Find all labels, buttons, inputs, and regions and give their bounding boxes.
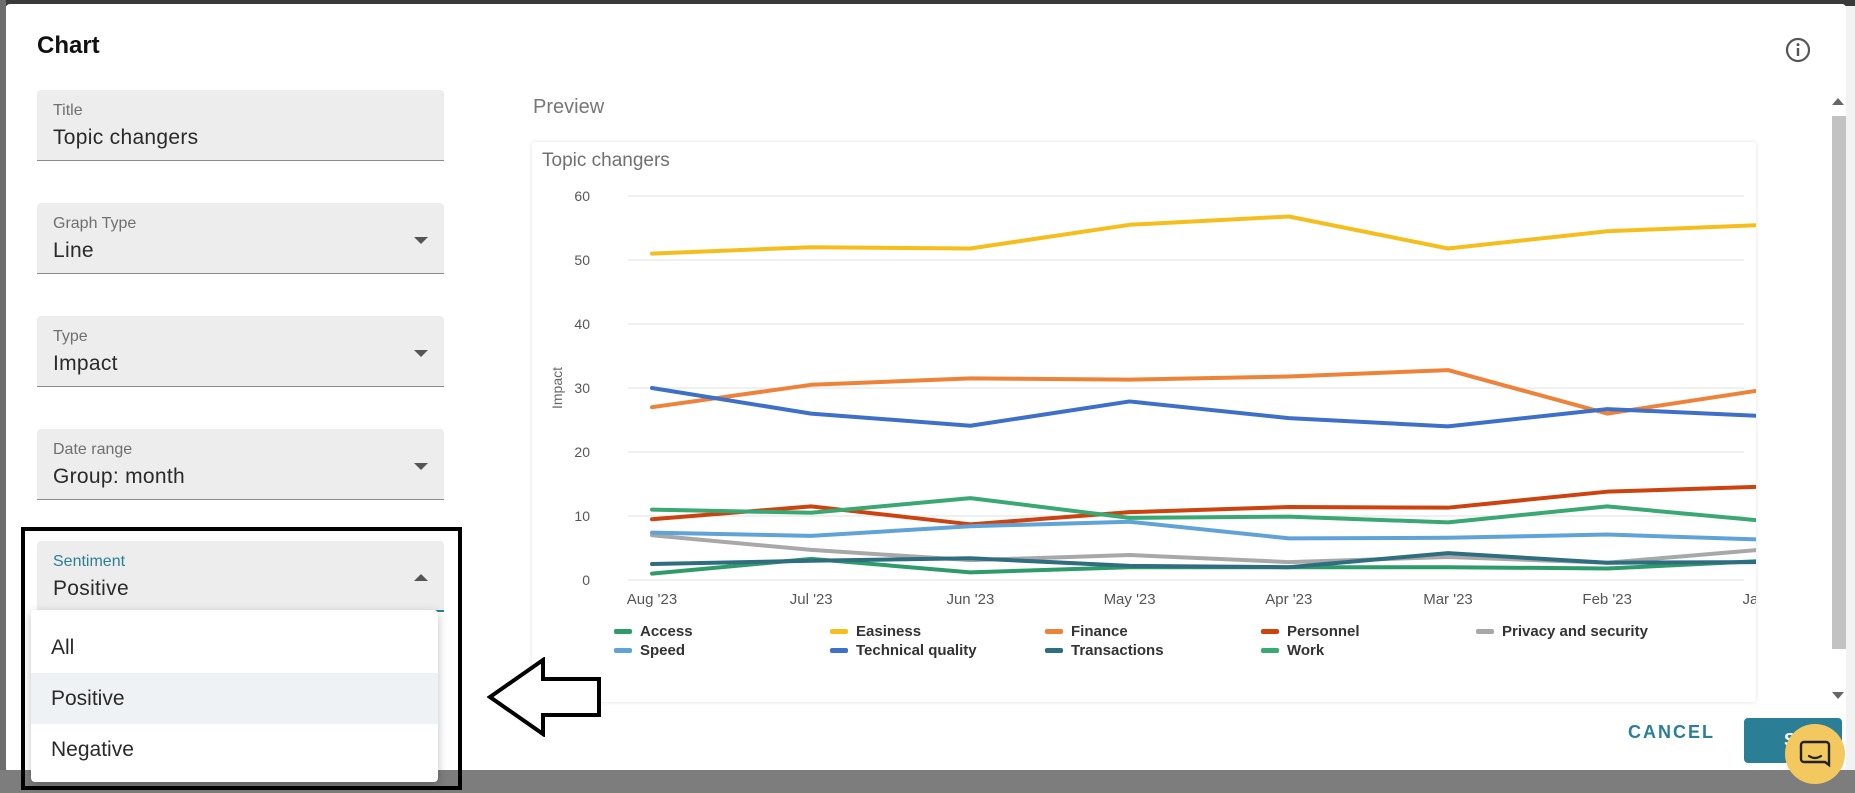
- background-app-footer: [0, 770, 1855, 793]
- x-tick-label: Mar '23: [1423, 591, 1473, 608]
- line-chart: Topic changers 0 10 20 30 40 50 60 Impact Aug '23…: [542, 150, 1756, 659]
- title-field[interactable]: Title Topic changers: [37, 90, 444, 161]
- scroll-up-icon[interactable]: [1832, 98, 1844, 105]
- series-line-easiness: [650, 214, 1756, 256]
- series-line-speed: [650, 519, 1756, 542]
- legend-label: Technical quality: [856, 642, 977, 659]
- x-tick-label: Aug '23: [627, 591, 677, 608]
- series-line-technical-quality: [650, 386, 1756, 429]
- sentiment-dropdown-menu: All Positive Negative: [31, 610, 438, 782]
- type-select[interactable]: Type Impact: [37, 316, 444, 387]
- info-icon[interactable]: [1784, 36, 1812, 64]
- graph-type-select[interactable]: Graph Type Line: [37, 203, 444, 274]
- series-line-work: [650, 496, 1756, 525]
- y-tick-label: 50: [574, 252, 590, 268]
- y-tick-label: 20: [574, 444, 590, 460]
- y-tick-label: 30: [574, 380, 590, 396]
- title-field-label: Title: [53, 102, 83, 119]
- chat-support-button[interactable]: [1785, 724, 1845, 784]
- y-axis-label: Impact: [549, 367, 565, 409]
- title-field-value[interactable]: Topic changers: [53, 126, 199, 149]
- scrollbar[interactable]: [1828, 94, 1846, 706]
- dropdown-arrow-icon[interactable]: [414, 350, 428, 357]
- legend-swatch: [1261, 648, 1279, 653]
- sentiment-value: Positive: [53, 577, 129, 600]
- y-tick-label: 0: [582, 572, 590, 588]
- chart-preview: Topic changers 0 10 20 30 40 50 60 Impact Aug '23…: [532, 142, 1756, 702]
- annotation-arrow-icon: [487, 657, 601, 737]
- background-app-edge: [0, 0, 6, 793]
- annotation-highlight-box: [21, 527, 462, 790]
- legend-label: Transactions: [1071, 642, 1164, 659]
- legend-swatch: [1476, 629, 1494, 634]
- scroll-down-icon[interactable]: [1832, 692, 1844, 699]
- graph-type-value: Line: [53, 239, 94, 262]
- x-tick-label: Jan '23: [1742, 591, 1756, 608]
- legend-label: Work: [1287, 642, 1325, 659]
- date-range-label: Date range: [53, 441, 133, 458]
- x-tick-label: Apr '23: [1265, 591, 1312, 608]
- date-range-value: Group: month: [53, 465, 185, 488]
- y-tick-label: 40: [574, 316, 590, 332]
- legend-label: Privacy and security: [1502, 623, 1649, 640]
- x-tick-label: Feb '23: [1582, 591, 1632, 608]
- cancel-button[interactable]: CANCEL: [1628, 722, 1715, 742]
- series-line-finance: [650, 368, 1756, 416]
- legend-swatch: [830, 648, 848, 653]
- legend-swatch: [1045, 629, 1063, 634]
- chat-icon: [1799, 740, 1831, 768]
- type-label: Type: [53, 328, 88, 345]
- scroll-thumb[interactable]: [1832, 116, 1846, 649]
- option-negative[interactable]: Negative: [51, 738, 134, 761]
- series-line-transactions: [650, 551, 1756, 570]
- x-tick-label: May '23: [1104, 591, 1156, 608]
- preview-label: Preview: [533, 96, 605, 118]
- option-all[interactable]: All: [51, 636, 75, 659]
- dropdown-arrow-up-icon[interactable]: [414, 574, 428, 581]
- dropdown-arrow-icon[interactable]: [414, 237, 428, 244]
- background-app-bar: [0, 0, 1855, 6]
- dropdown-arrow-icon[interactable]: [414, 463, 428, 470]
- graph-type-label: Graph Type: [53, 215, 137, 232]
- sentiment-select[interactable]: Sentiment Positive: [37, 541, 444, 612]
- dialog-title: Chart: [37, 32, 100, 59]
- legend-swatch: [830, 629, 848, 634]
- legend-swatch: [1045, 648, 1063, 653]
- chart-title: Topic changers: [542, 150, 670, 171]
- legend-label: Finance: [1071, 623, 1128, 640]
- y-tick-label: 60: [574, 188, 590, 204]
- legend-label: Personnel: [1287, 623, 1360, 640]
- legend-label: Easiness: [856, 623, 921, 640]
- legend-label: Access: [640, 623, 693, 640]
- y-tick-label: 10: [574, 508, 590, 524]
- legend-label: Speed: [640, 642, 685, 659]
- x-tick-label: Jun '23: [946, 591, 994, 608]
- legend-swatch: [1261, 629, 1279, 634]
- type-value: Impact: [53, 352, 118, 375]
- legend-swatch: [614, 629, 632, 634]
- option-positive[interactable]: Positive: [31, 673, 438, 724]
- x-tick-label: Jul '23: [790, 591, 833, 608]
- date-range-select[interactable]: Date range Group: month: [37, 429, 444, 500]
- legend-swatch: [614, 648, 632, 653]
- sentiment-label: Sentiment: [53, 553, 126, 570]
